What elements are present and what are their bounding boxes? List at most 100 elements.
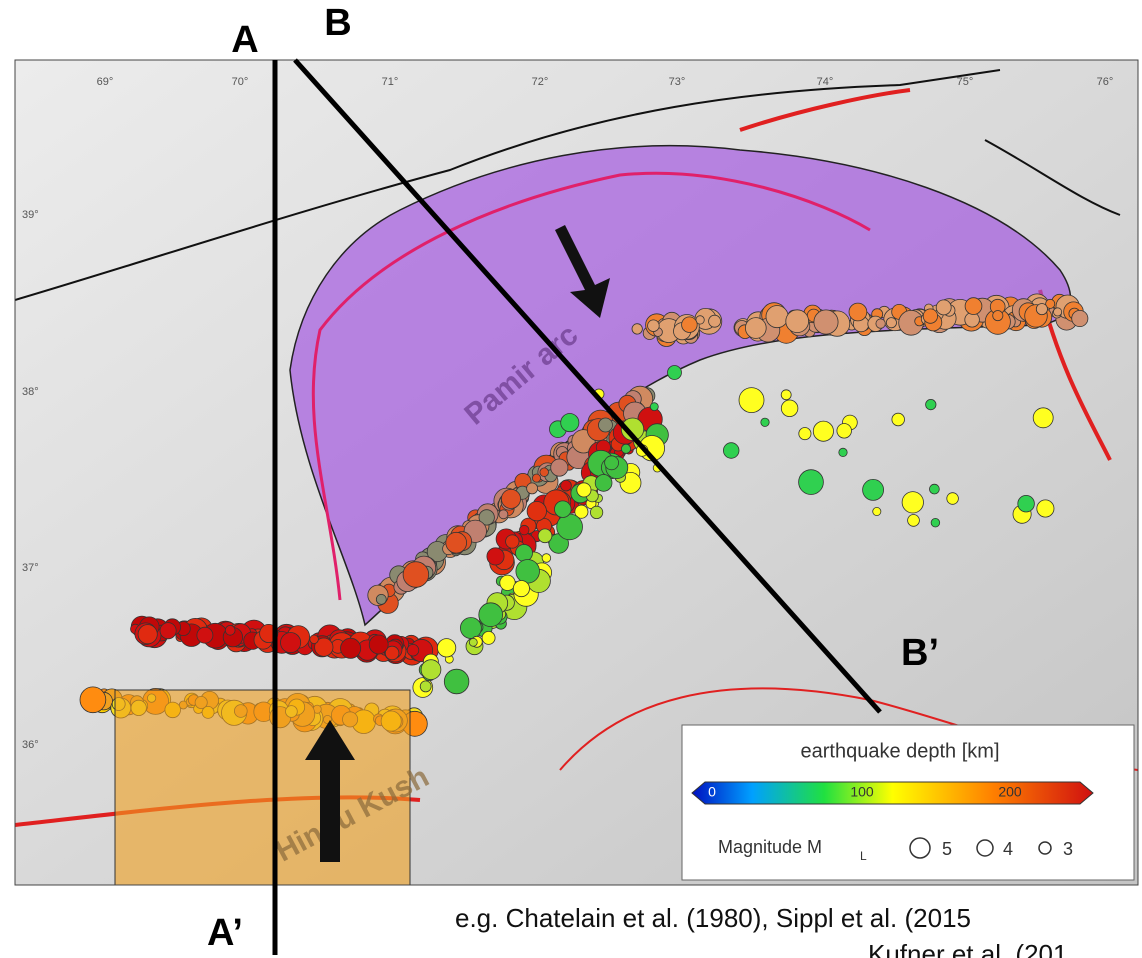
earthquake — [506, 535, 519, 548]
earthquake — [931, 518, 940, 527]
longitude-label: 69° — [97, 76, 114, 88]
earthquake — [527, 483, 538, 494]
latitude-label: 36° — [22, 739, 39, 751]
longitude-label: 74° — [817, 76, 834, 88]
earthquake — [482, 631, 495, 644]
figure: Pamir arc Hindu Kush 69°70°71°72°73°74°7… — [0, 0, 1142, 958]
longitude-label: 76° — [1097, 76, 1114, 88]
earthquake — [908, 515, 920, 527]
earthquake — [902, 492, 923, 513]
earthquake — [542, 554, 551, 563]
earthquake — [532, 474, 540, 482]
earthquake — [513, 581, 529, 597]
longitude-label: 72° — [532, 76, 549, 88]
earthquake — [420, 681, 431, 692]
earthquake — [527, 502, 546, 521]
earthquake — [993, 311, 1003, 321]
earthquake — [839, 448, 847, 456]
earthquake — [873, 507, 881, 515]
longitude-label: 73° — [669, 76, 686, 88]
earthquake — [540, 468, 549, 477]
earthquake — [936, 300, 951, 315]
earthquake — [766, 306, 788, 328]
colorbar-tick-label: 0 — [708, 784, 716, 800]
latitude-label: 37° — [22, 562, 39, 574]
colorbar-tick-label: 100 — [850, 784, 874, 800]
magnitude-label: Magnitude M — [718, 837, 822, 857]
earthquake — [892, 413, 905, 426]
earthquake — [799, 428, 811, 440]
earthquake — [421, 660, 441, 680]
earthquake — [499, 510, 508, 519]
earthquake — [407, 644, 419, 656]
earthquake — [197, 627, 213, 643]
earthquake — [341, 638, 361, 658]
earthquake — [786, 310, 809, 333]
earthquake — [551, 459, 568, 476]
latitude-label: 38° — [22, 386, 39, 398]
earthquake — [538, 529, 552, 543]
earthquake — [965, 298, 982, 315]
earthquake — [947, 493, 959, 505]
earthquake — [469, 638, 477, 646]
earthquake — [745, 318, 766, 339]
earthquake — [650, 403, 658, 411]
earthquake — [1036, 304, 1047, 315]
earthquake — [723, 443, 739, 459]
magnitude-value: 3 — [1063, 839, 1073, 859]
magnitude-value: 5 — [942, 839, 952, 859]
earthquake — [781, 400, 798, 417]
earthquake — [561, 414, 579, 432]
earthquake — [668, 366, 682, 380]
earthquake — [557, 514, 583, 540]
colorbar-tick-label: 200 — [998, 784, 1022, 800]
earthquake — [519, 525, 529, 535]
earthquake — [739, 388, 764, 413]
earthquake — [595, 475, 612, 492]
earthquake — [813, 421, 833, 441]
earthquake — [516, 545, 533, 562]
earthquake — [577, 483, 591, 497]
profile-label: B’ — [901, 632, 939, 674]
earthquake — [516, 560, 540, 584]
earthquake — [403, 562, 429, 588]
earthquake — [1072, 310, 1088, 326]
earthquake — [555, 501, 572, 518]
earthquake — [837, 424, 852, 439]
earthquake — [479, 603, 503, 627]
earthquake — [1018, 495, 1035, 512]
earthquake — [761, 418, 769, 426]
earthquake — [80, 687, 106, 713]
legend-title: earthquake depth [km] — [800, 740, 999, 762]
earthquake — [1037, 500, 1054, 517]
earthquake — [376, 594, 386, 604]
profile-label: A — [231, 19, 258, 61]
earthquake — [923, 309, 937, 323]
earthquake — [599, 418, 613, 432]
earthquake — [926, 399, 936, 409]
earthquake — [781, 390, 791, 400]
longitude-label: 71° — [382, 76, 399, 88]
earthquake — [444, 669, 469, 694]
earthquake — [849, 303, 867, 321]
earthquake — [590, 506, 602, 518]
earthquake — [446, 532, 467, 553]
depth-colorbar — [692, 782, 1093, 804]
earthquake — [863, 479, 884, 500]
earthquake — [709, 315, 721, 327]
earthquake — [460, 618, 481, 639]
magnitude-subscript: L — [860, 849, 867, 863]
earthquake — [138, 625, 157, 644]
earthquake — [814, 310, 838, 334]
earthquake — [160, 623, 176, 639]
earthquake — [225, 625, 235, 635]
earthquake — [281, 633, 301, 653]
profile-label: A’ — [207, 912, 243, 954]
citation: Kufner et al. (201 — [868, 939, 1067, 958]
earthquake — [682, 317, 698, 333]
legend: earthquake depth [km] 0 100 200 Magnitud… — [682, 725, 1134, 880]
longitude-label: 75° — [957, 76, 974, 88]
earthquake — [369, 635, 388, 654]
earthquake — [930, 484, 940, 494]
latitude-label: 39° — [22, 209, 39, 221]
